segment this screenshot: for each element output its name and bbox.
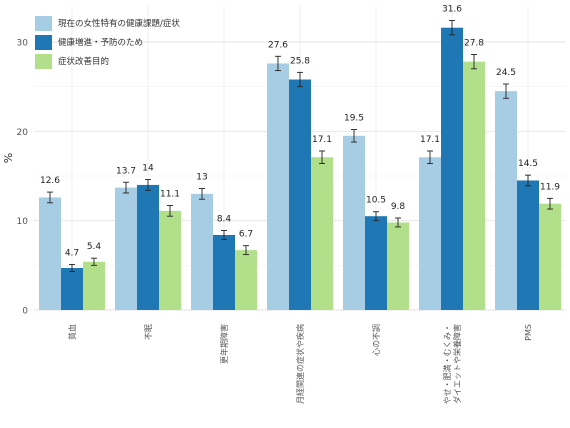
legend-swatch: [35, 15, 52, 31]
bar: [267, 63, 289, 310]
bar: [159, 210, 181, 310]
value-label: 19.5: [344, 114, 364, 124]
bar: [365, 216, 387, 310]
value-label: 9.8: [391, 202, 406, 212]
value-label: 17.1: [420, 135, 440, 145]
x-tick-label: 更年期障害: [219, 324, 229, 364]
bar: [191, 193, 213, 310]
legend-item-current: 現在の女性特有の健康課題/症状: [35, 14, 180, 32]
legend-label: 症状改善目的: [58, 57, 110, 67]
bar: [387, 222, 409, 310]
y-tick-label: 10: [17, 217, 29, 227]
bar: [61, 268, 83, 310]
value-label: 25.8: [290, 56, 310, 66]
x-axis-labels: 貧血 不眠 更年期障害 月経関連の症状や疾病 心の不調 やせ・肥満・むくみ・ ダイエットや栄…: [67, 324, 533, 404]
legend: 現在の女性特有の健康課題/症状 健康増進・予防のため 症状改善目的: [35, 14, 180, 71]
y-tick-label: 0: [22, 307, 28, 317]
legend-item-improvement: 症状改善目的: [35, 52, 180, 70]
legend-swatch: [35, 34, 52, 50]
bar: [517, 180, 539, 310]
bar: [137, 184, 159, 310]
x-tick-label: PMS: [524, 324, 533, 341]
value-label: 13: [196, 173, 207, 183]
value-label: 13.7: [116, 166, 136, 176]
bar: [83, 261, 105, 310]
x-tick-label: 貧血: [67, 324, 77, 340]
error-bars: [47, 20, 553, 273]
value-label: 12.6: [40, 176, 60, 186]
bar: [463, 61, 485, 310]
value-label: 27.6: [268, 40, 288, 50]
bar: [539, 203, 561, 310]
value-label: 14: [142, 164, 154, 174]
value-label: 4.7: [65, 248, 79, 258]
value-label: 5.4: [87, 242, 102, 252]
value-label: 17.1: [312, 135, 332, 145]
bar: [311, 157, 333, 310]
bar: [441, 27, 463, 311]
x-tick-label: やせ・肥満・むくみ・: [443, 324, 452, 404]
bar: [343, 135, 365, 310]
value-labels: 12.6 13.7 13 27.6 19.5 17.1 24.5 4.7 14 8.4 25.8 10…: [40, 5, 560, 259]
legend-swatch: [35, 53, 52, 69]
value-label: 11.9: [540, 182, 560, 192]
value-label: 11.1: [160, 189, 180, 199]
legend-item-prevention: 健康増進・予防のため: [35, 33, 180, 51]
x-tick-label: 月経関連の症状や疾病: [295, 324, 305, 404]
y-tick-label: 20: [17, 128, 29, 138]
bar: [289, 79, 311, 311]
value-label: 6.7: [239, 230, 253, 240]
legend-label: 健康増進・予防のため: [58, 38, 144, 48]
value-label: 31.6: [442, 5, 462, 15]
bar: [115, 187, 137, 310]
bar: [235, 250, 257, 310]
value-label: 27.8: [464, 39, 484, 49]
value-label: 24.5: [496, 68, 516, 78]
bars: [39, 27, 561, 311]
bar: [213, 234, 235, 310]
y-axis-label: %: [2, 153, 15, 163]
x-tick-label: 不眠: [144, 324, 153, 340]
value-label: 8.4: [217, 214, 232, 224]
bar: [495, 91, 517, 310]
y-tick-label: 30: [17, 39, 29, 49]
bar: [39, 197, 61, 310]
legend-label: 現在の女性特有の健康課題/症状: [58, 19, 180, 29]
x-tick-label: ダイエットや栄養障害: [452, 324, 462, 404]
value-label: 14.5: [518, 159, 538, 169]
x-tick-label: 心の不調: [371, 324, 381, 356]
y-axis: 0 10 20 30: [17, 39, 29, 317]
bar: [419, 157, 441, 310]
value-label: 10.5: [366, 196, 386, 206]
